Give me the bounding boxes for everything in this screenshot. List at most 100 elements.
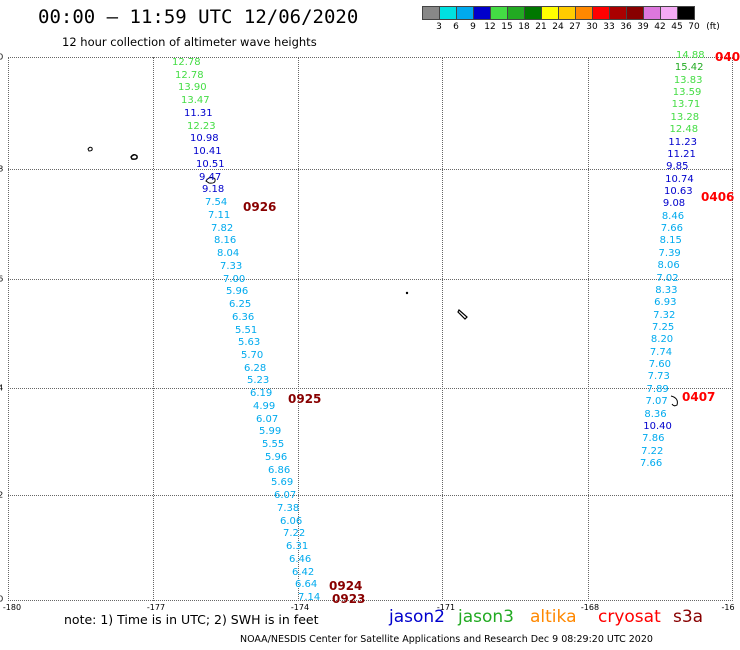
- wave-height-label: 15.42: [674, 62, 704, 74]
- wave-height-label: 8.15: [659, 235, 682, 247]
- color-scale-cell: [677, 6, 695, 20]
- wave-height-label: 7.73: [647, 371, 670, 383]
- color-scale-unit: (ft): [706, 22, 720, 32]
- color-scale-cell: [439, 6, 457, 20]
- wave-height-label: 7.82: [211, 222, 234, 234]
- gridline-lat: [8, 495, 733, 496]
- wave-height-label: 10.98: [190, 133, 219, 145]
- color-scale-tick: 24: [552, 22, 564, 32]
- pass-time-label: 0406: [701, 190, 735, 204]
- wave-height-label: 12.48: [669, 124, 699, 136]
- map-title: 00:00 – 11:59 UTC 12/06/2020: [38, 6, 359, 28]
- wave-height-label: 6.36: [232, 311, 255, 323]
- wave-height-label: 10.51: [196, 158, 225, 170]
- color-scale-cell: [456, 6, 474, 20]
- wave-height-label: 11.31: [184, 107, 213, 119]
- wave-height-label: 11.21: [667, 148, 696, 160]
- wave-height-label: 7.07: [645, 396, 668, 408]
- wave-height-label: 6.86: [268, 464, 291, 476]
- color-scale-cell: [558, 6, 576, 20]
- map-area: 12.78 12.78 13.90 13.47 11.31 12.23 10.98 10.41…: [8, 50, 740, 606]
- wave-height-label: 9.18: [202, 184, 225, 196]
- color-scale-bar: [422, 6, 695, 20]
- wave-height-label: 7.60: [648, 359, 671, 371]
- color-scale-labels: 3 6 9 12 15 18 21 24 27 30 33 36 39 42 45 70 (ft): [422, 22, 740, 34]
- gridline-lon: [298, 57, 299, 601]
- island-dot: [405, 291, 409, 295]
- wave-height-label: 5.99: [259, 426, 282, 438]
- wave-height-label: 7.22: [641, 445, 664, 457]
- y-axis-label: 24: [0, 383, 4, 393]
- wave-height-label: 7.39: [658, 247, 681, 259]
- wave-height-label: 5.63: [238, 337, 261, 349]
- island-shape: [670, 395, 678, 407]
- wave-height-label: 7.89: [646, 383, 669, 395]
- wave-height-label: 7.14: [298, 592, 321, 603]
- island-shape: [87, 146, 93, 152]
- island-shape: [130, 154, 138, 160]
- wave-height-label: 9.85: [666, 161, 689, 173]
- wave-height-label: 14.88: [676, 50, 705, 61]
- satellite-legend-altika: altika: [530, 607, 577, 627]
- color-scale-cell: [541, 6, 559, 20]
- wave-height-label: 6.07: [256, 413, 279, 425]
- color-scale-cell: [490, 6, 508, 20]
- satellite-legend-cryosat: cryosat: [598, 607, 661, 627]
- y-axis-label: 28: [0, 164, 4, 174]
- color-scale-tick: 39: [637, 22, 649, 32]
- color-scale-tick: 30: [586, 22, 598, 32]
- y-axis-label: 26: [0, 274, 4, 284]
- satellite-legend-s3a: s3a: [673, 607, 704, 627]
- gridline-lon: [442, 57, 443, 601]
- wave-height-label: 7.74: [649, 346, 673, 358]
- wave-height-label: 7.11: [208, 209, 231, 221]
- wave-height-label: 8.06: [657, 260, 680, 272]
- color-scale-tick: 33: [603, 22, 615, 32]
- wave-height-label: 8.20: [650, 334, 674, 346]
- color-scale-tick: 27: [569, 22, 581, 32]
- y-axis-label: 30: [0, 52, 4, 62]
- wave-height-label: 13.90: [178, 82, 207, 94]
- wave-height-label: 5.69: [271, 477, 294, 489]
- color-scale-cell: [609, 6, 627, 20]
- gridline-lon: [153, 57, 154, 601]
- color-scale-tick: 36: [620, 22, 632, 32]
- wave-height-label: 6.93: [654, 297, 677, 309]
- pass-time-label: 0926: [243, 200, 277, 214]
- wave-height-label: 5.51: [235, 324, 258, 336]
- wave-height-label: 8.36: [644, 408, 667, 420]
- color-scale-tick: 6: [453, 22, 459, 32]
- wave-height-label: 6.07: [274, 490, 297, 502]
- color-scale-tick: 12: [484, 22, 496, 32]
- pass-time-label: 0407: [682, 390, 716, 404]
- color-scale-cell: [473, 6, 491, 20]
- wave-height-label: 5.55: [262, 439, 285, 451]
- satellite-legend-jason2: jason2: [389, 607, 445, 627]
- x-axis-label: -168: [580, 603, 600, 612]
- color-scale-cell: [575, 6, 593, 20]
- wave-height-label: 6.19: [250, 388, 273, 400]
- color-scale-cell: [660, 6, 678, 20]
- island-shape: [205, 176, 216, 184]
- wave-height-label: 5.96: [265, 451, 288, 463]
- wave-height-label: 6.31: [286, 541, 309, 553]
- x-axis-label: -171: [436, 603, 456, 612]
- wave-height-label: 12.78: [172, 57, 201, 68]
- wave-height-label: 13.83: [673, 74, 703, 86]
- pass-time-label: 040: [715, 50, 740, 64]
- gridline-lat: [8, 279, 733, 280]
- x-axis-label: -180: [2, 603, 22, 612]
- gridline-lon: [588, 57, 589, 601]
- wave-height-label: 7.38: [277, 502, 300, 514]
- color-scale-tick: 18: [518, 22, 530, 32]
- wave-height-label: 13.47: [181, 95, 210, 107]
- wave-height-label: 12.23: [187, 120, 216, 132]
- wave-height-label: 13.59: [672, 87, 702, 99]
- wave-height-label: 12.78: [175, 69, 204, 81]
- wave-height-label: 8.46: [661, 210, 685, 222]
- wave-height-label: 13.28: [670, 111, 700, 123]
- wave-height-label: 7.86: [642, 433, 665, 445]
- wave-height-label: 5.70: [241, 349, 264, 361]
- map-frame: [8, 57, 733, 601]
- gridline-lat: [8, 169, 733, 170]
